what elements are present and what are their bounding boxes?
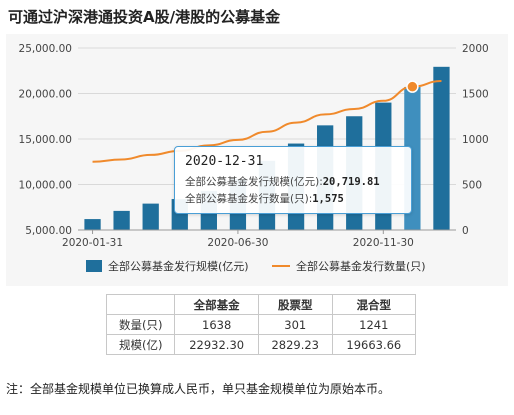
table-cell: 规模(亿) [105, 334, 176, 355]
left-axis-tick-label: 5,000.00 [25, 225, 72, 237]
x-axis-tick-label: 2020-06-30 [207, 237, 268, 249]
tooltip-scale-label: 全部公募基金发行规模(亿元): [185, 176, 323, 188]
bar [433, 66, 450, 230]
line-highlight-point [406, 80, 419, 93]
legend-line-label: 全部公募基金发行数量(只) [296, 259, 426, 273]
table-cell: 19663.66 [331, 334, 417, 355]
bar [142, 203, 159, 230]
left-axis-tick-label: 25,000.00 [19, 43, 72, 55]
table-row: 数量(只) 1638 301 1241 [105, 314, 417, 335]
tooltip-row-count: 全部公募基金发行数量(只):1,575 [185, 191, 344, 206]
line-series [92, 79, 442, 163]
table-header-cell: 混合型 [331, 294, 417, 315]
legend-bar-swatch [86, 260, 102, 272]
table-header-cell: 全部基金 [174, 294, 259, 315]
right-axis-tick-label: 1500 [462, 89, 489, 101]
right-axis-tick-label: 1000 [462, 134, 489, 146]
footnote: 注：全部基金规模单位已换算成人民币，单只基金规模单位为原始本币。 [6, 382, 391, 396]
x-axis-tick-label: 2020-01-31 [62, 237, 123, 249]
chart-tooltip: 2020-12-31 全部公募基金发行规模(亿元):20,719.81 全部公募… [174, 146, 412, 214]
table-cell: 301 [257, 314, 333, 335]
chart-area: 5,000.00 10,000.00 15,000.00 20,000.00 25,00… [6, 34, 508, 286]
table-cell: 2829.23 [257, 334, 333, 355]
tooltip-count-label: 全部公募基金发行数量(只): [185, 193, 313, 205]
right-axis-tick-label: 500 [462, 180, 482, 192]
x-axis-tick-label: 2020-11-30 [353, 237, 414, 249]
table-cell: 数量(只) [105, 314, 176, 335]
bar [84, 219, 101, 230]
bar [113, 210, 130, 230]
legend-bar-label: 全部公募基金发行规模(亿元) [108, 259, 249, 273]
left-axis-tick-label: 20,000.00 [19, 89, 72, 101]
table-header-row: 全部基金 股票型 混合型 [105, 294, 417, 315]
table-header-cell: 股票型 [257, 294, 333, 315]
tooltip-date: 2020-12-31 [185, 154, 264, 169]
left-axis-tick-label: 15,000.00 [19, 134, 72, 146]
table-header-cell [105, 294, 176, 315]
table-cell: 1638 [174, 314, 259, 335]
page-title: 可通过沪深港通投资A股/港股的公募基金 [8, 8, 281, 26]
left-axis-tick-label: 10,000.00 [19, 180, 72, 192]
tooltip-row-scale: 全部公募基金发行规模(亿元):20,719.81 [185, 174, 380, 189]
table-cell: 1241 [331, 314, 417, 335]
fund-summary-table: 全部基金 股票型 混合型 数量(只) 1638 301 1241 规模(亿) 2… [105, 294, 417, 355]
table-row: 规模(亿) 22932.30 2829.23 19663.66 [105, 334, 417, 355]
table-cell: 22932.30 [174, 334, 259, 355]
tooltip-scale-value: 20,719.81 [322, 176, 380, 188]
right-axis-tick-label: 0 [462, 225, 469, 237]
right-axis-tick-label: 2000 [462, 43, 489, 55]
tooltip-count-value: 1,575 [312, 193, 344, 205]
